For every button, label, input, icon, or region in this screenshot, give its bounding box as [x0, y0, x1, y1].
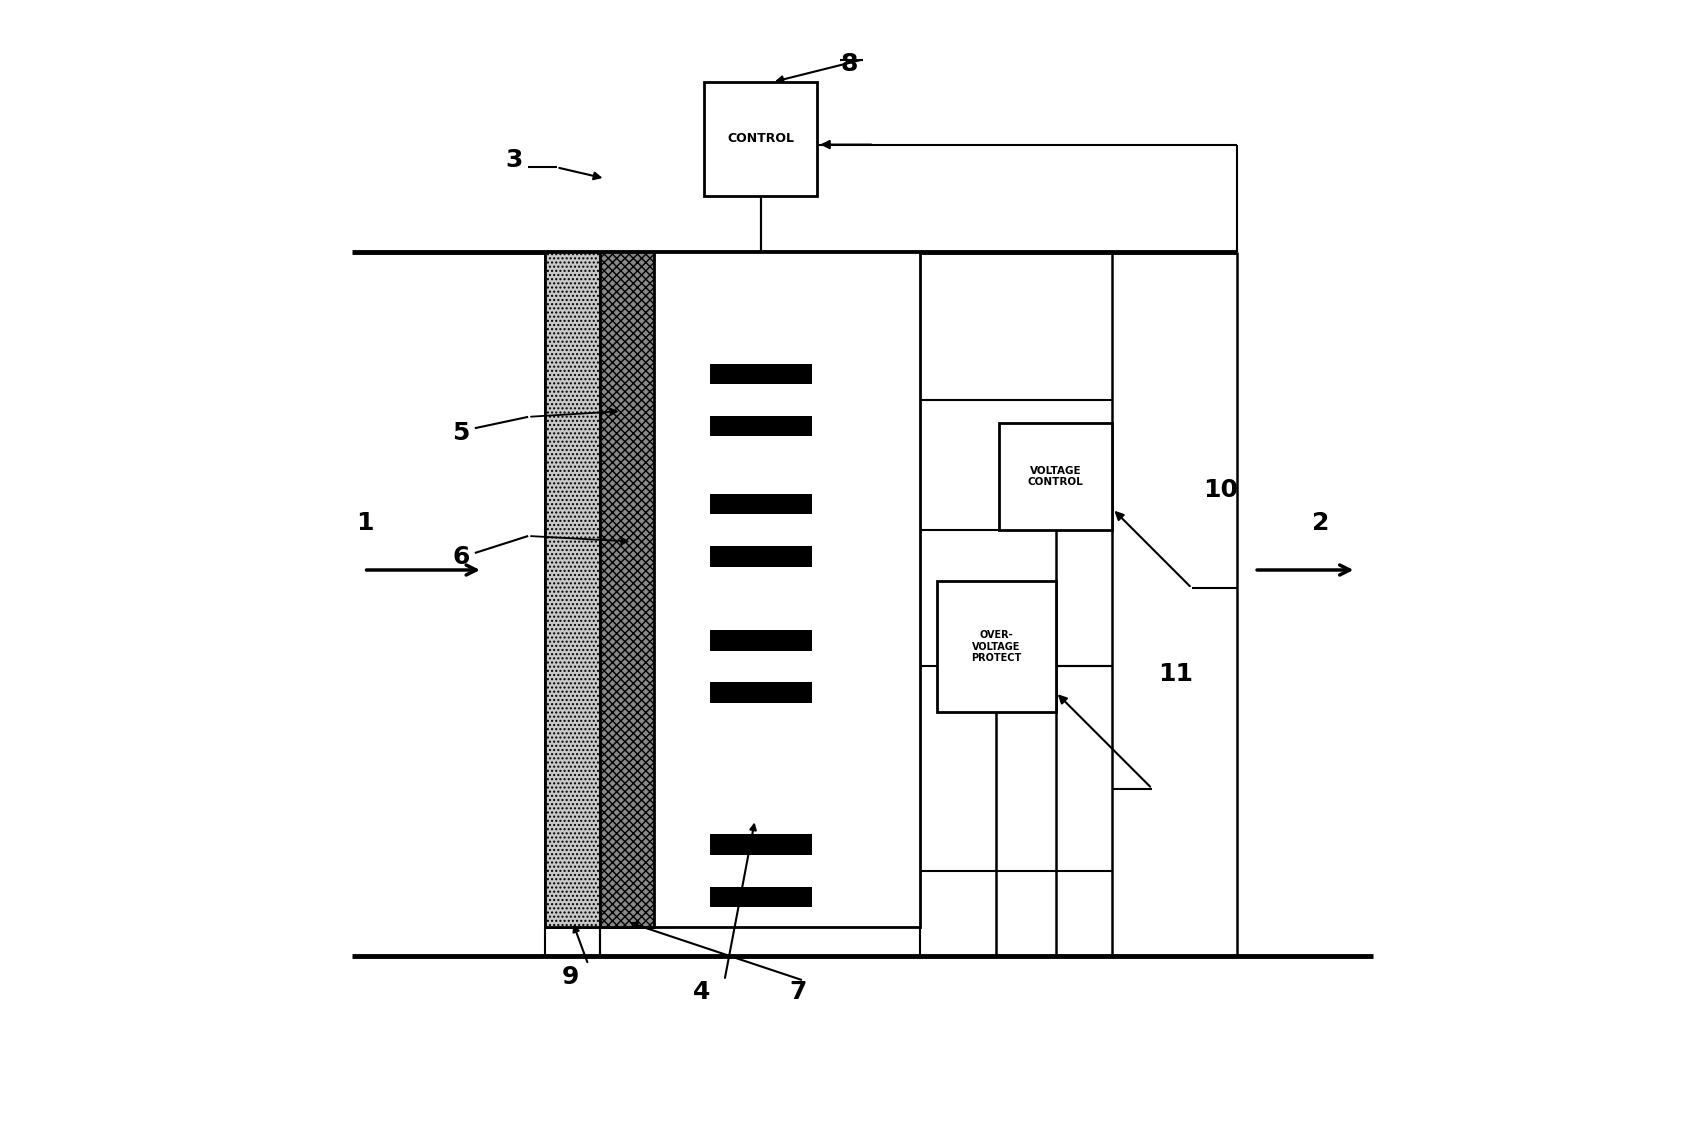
Text: 3: 3: [506, 148, 523, 172]
Bar: [599, 252, 654, 927]
Bar: [710, 834, 812, 855]
Bar: [703, 82, 817, 196]
Text: 7: 7: [788, 979, 807, 1004]
Bar: [545, 252, 599, 927]
Text: 1: 1: [356, 512, 373, 536]
Text: 10: 10: [1204, 479, 1238, 503]
Bar: [710, 416, 812, 437]
Text: VOLTAGE
CONTROL: VOLTAGE CONTROL: [1029, 465, 1083, 487]
Text: 8: 8: [840, 51, 858, 76]
Text: 4: 4: [693, 979, 710, 1004]
Text: 9: 9: [562, 966, 579, 990]
Text: 11: 11: [1158, 662, 1192, 686]
Text: CONTROL: CONTROL: [727, 132, 794, 146]
Text: 2: 2: [1311, 512, 1330, 536]
Bar: [710, 683, 812, 702]
Bar: [599, 252, 654, 927]
Bar: [710, 364, 812, 384]
Text: 6: 6: [453, 545, 470, 569]
Text: OVER-
VOLTAGE
PROTECT: OVER- VOLTAGE PROTECT: [971, 630, 1022, 663]
Bar: [710, 546, 812, 567]
Bar: [545, 252, 599, 927]
Bar: [710, 887, 812, 907]
Bar: [710, 494, 812, 514]
Bar: [545, 252, 920, 927]
Bar: [937, 581, 1056, 711]
Text: 5: 5: [453, 421, 470, 445]
Bar: [1000, 423, 1112, 530]
Bar: [710, 630, 812, 651]
